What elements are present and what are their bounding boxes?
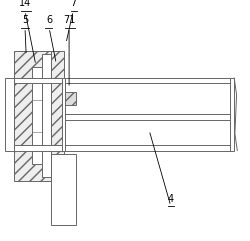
Bar <box>14 145 230 151</box>
Text: 4: 4 <box>168 194 174 204</box>
Bar <box>64 92 76 105</box>
Text: 7: 7 <box>70 0 76 8</box>
Bar <box>14 78 230 83</box>
Bar <box>42 54 51 177</box>
Bar <box>52 154 76 225</box>
Text: 14: 14 <box>19 0 31 8</box>
Bar <box>52 51 64 181</box>
Bar <box>4 78 14 151</box>
Bar <box>230 78 234 151</box>
Text: 6: 6 <box>46 15 52 25</box>
Bar <box>62 78 65 151</box>
Text: 5: 5 <box>22 15 28 25</box>
Bar <box>32 67 42 164</box>
Bar <box>64 114 230 120</box>
Text: 71: 71 <box>63 15 75 25</box>
Bar <box>14 51 52 181</box>
